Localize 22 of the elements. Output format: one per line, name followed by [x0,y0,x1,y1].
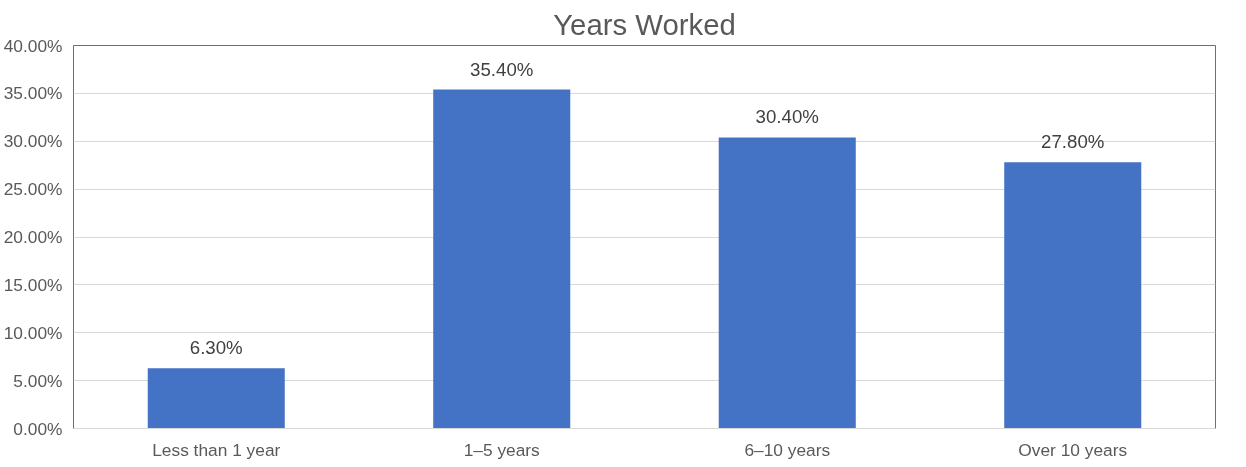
data-label: 6.30% [189,337,243,359]
y-tick-label: 10.00% [3,322,63,343]
y-tick-label: 35.00% [3,83,63,104]
bar [433,89,571,429]
bar [147,368,285,429]
x-tick-label: Less than 1 year [152,439,281,460]
data-label: 30.40% [755,106,819,128]
data-label: 27.80% [1041,131,1105,153]
data-label: 35.40% [470,58,534,80]
x-tick-label: 1–5 years [463,439,541,460]
x-tick-label: Over 10 years [1018,439,1128,460]
bar [1004,162,1142,429]
y-tick-label: 40.00% [3,35,63,56]
x-tick-label: 6–10 years [744,439,831,460]
y-tick-label: 30.00% [3,131,63,152]
y-tick-label: 0.00% [13,418,63,439]
bar [718,137,856,429]
chart-title: Years Worked [553,7,736,41]
y-tick-label: 5.00% [13,370,63,391]
y-tick-label: 15.00% [3,274,63,295]
y-tick-label: 25.00% [3,179,63,200]
y-tick-label: 20.00% [3,227,63,247]
